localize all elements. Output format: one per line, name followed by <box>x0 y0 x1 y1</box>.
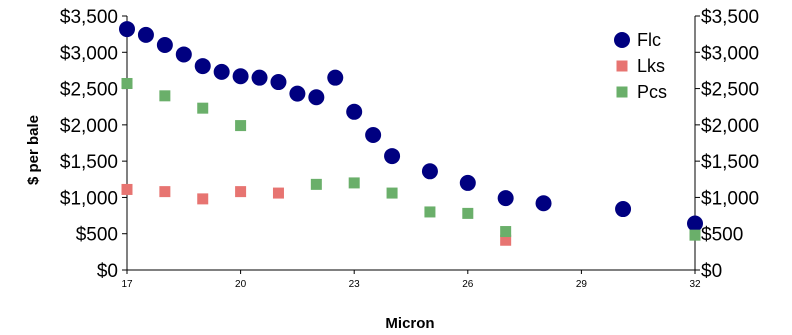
data-point <box>310 178 322 190</box>
data-point <box>197 193 209 205</box>
data-point <box>159 186 171 198</box>
legend-label: Lks <box>637 56 665 76</box>
data-point <box>272 187 284 199</box>
data-point <box>119 21 135 38</box>
data-point <box>687 215 703 232</box>
y-tick-label: $2,000 <box>60 116 118 137</box>
data-point <box>424 206 436 218</box>
series-lks <box>121 183 512 246</box>
legend-box <box>600 20 692 112</box>
y-tick-label: $0 <box>97 261 118 282</box>
data-point <box>365 127 382 144</box>
x-tick-label: 32 <box>689 279 701 290</box>
x-tick-label: 23 <box>349 279 361 290</box>
y2-tick-label: $3,000 <box>701 43 759 64</box>
data-point <box>235 120 247 132</box>
data-point <box>194 58 211 75</box>
chart-marks <box>119 21 703 246</box>
legend: Flc Lks Pcs <box>600 20 692 112</box>
y-tick-label: $1,500 <box>60 152 118 173</box>
series-pcs <box>121 77 701 241</box>
data-point <box>213 63 230 80</box>
data-point <box>500 226 512 238</box>
y-tick-label: $500 <box>76 225 118 246</box>
data-point <box>175 46 192 63</box>
y2-tick-label: $0 <box>701 261 722 282</box>
data-point <box>346 103 363 120</box>
data-point <box>251 69 268 86</box>
data-point <box>137 26 154 43</box>
y2-tick-label: $1,000 <box>701 188 759 209</box>
x-tick-label: 26 <box>462 279 474 290</box>
data-point <box>689 229 701 241</box>
data-point <box>348 177 360 189</box>
data-point <box>235 186 247 198</box>
y2-tick-label: $1,500 <box>701 152 759 173</box>
axes: $0 $0 $500 $500 $1,000 $1,000 $1,500 $1,500 $2,0… <box>60 7 759 290</box>
legend-marker <box>616 60 628 72</box>
y2-tick-label: $3,500 <box>701 7 759 28</box>
data-point <box>197 102 209 114</box>
legend-marker <box>614 32 630 48</box>
x-tick-label: 29 <box>576 279 588 290</box>
data-point <box>121 77 133 89</box>
y2-tick-label: $500 <box>701 225 743 246</box>
data-point <box>327 69 344 86</box>
y2-tick-label: $2,500 <box>701 80 759 101</box>
y-tick-label: $2,500 <box>60 80 118 101</box>
y-tick-label: $3,000 <box>60 43 118 64</box>
data-point <box>289 85 306 102</box>
data-point <box>308 89 325 106</box>
x-tick-label: 20 <box>235 279 247 290</box>
data-point <box>232 68 249 85</box>
data-point <box>384 148 401 165</box>
y-axis-label: $ per bale <box>25 115 42 185</box>
legend-label: Flc <box>637 30 661 50</box>
y-tick-label: $3,500 <box>60 7 118 28</box>
series-flc <box>119 21 703 232</box>
data-point <box>615 201 632 218</box>
data-point <box>270 74 287 91</box>
data-point <box>159 90 171 102</box>
data-point <box>497 190 514 207</box>
x-tick-label: 17 <box>121 279 133 290</box>
y-tick-label: $1,000 <box>60 188 118 209</box>
y2-tick-label: $2,000 <box>701 116 759 137</box>
data-point <box>535 195 552 212</box>
data-point <box>462 207 474 219</box>
data-point <box>459 174 476 191</box>
legend-marker <box>616 86 628 98</box>
data-point <box>500 234 512 246</box>
x-axis-label: Micron <box>385 315 434 332</box>
data-point <box>156 37 173 54</box>
data-point <box>421 163 438 180</box>
legend-label: Pcs <box>637 82 667 102</box>
data-point <box>121 183 133 195</box>
data-point <box>386 187 398 199</box>
